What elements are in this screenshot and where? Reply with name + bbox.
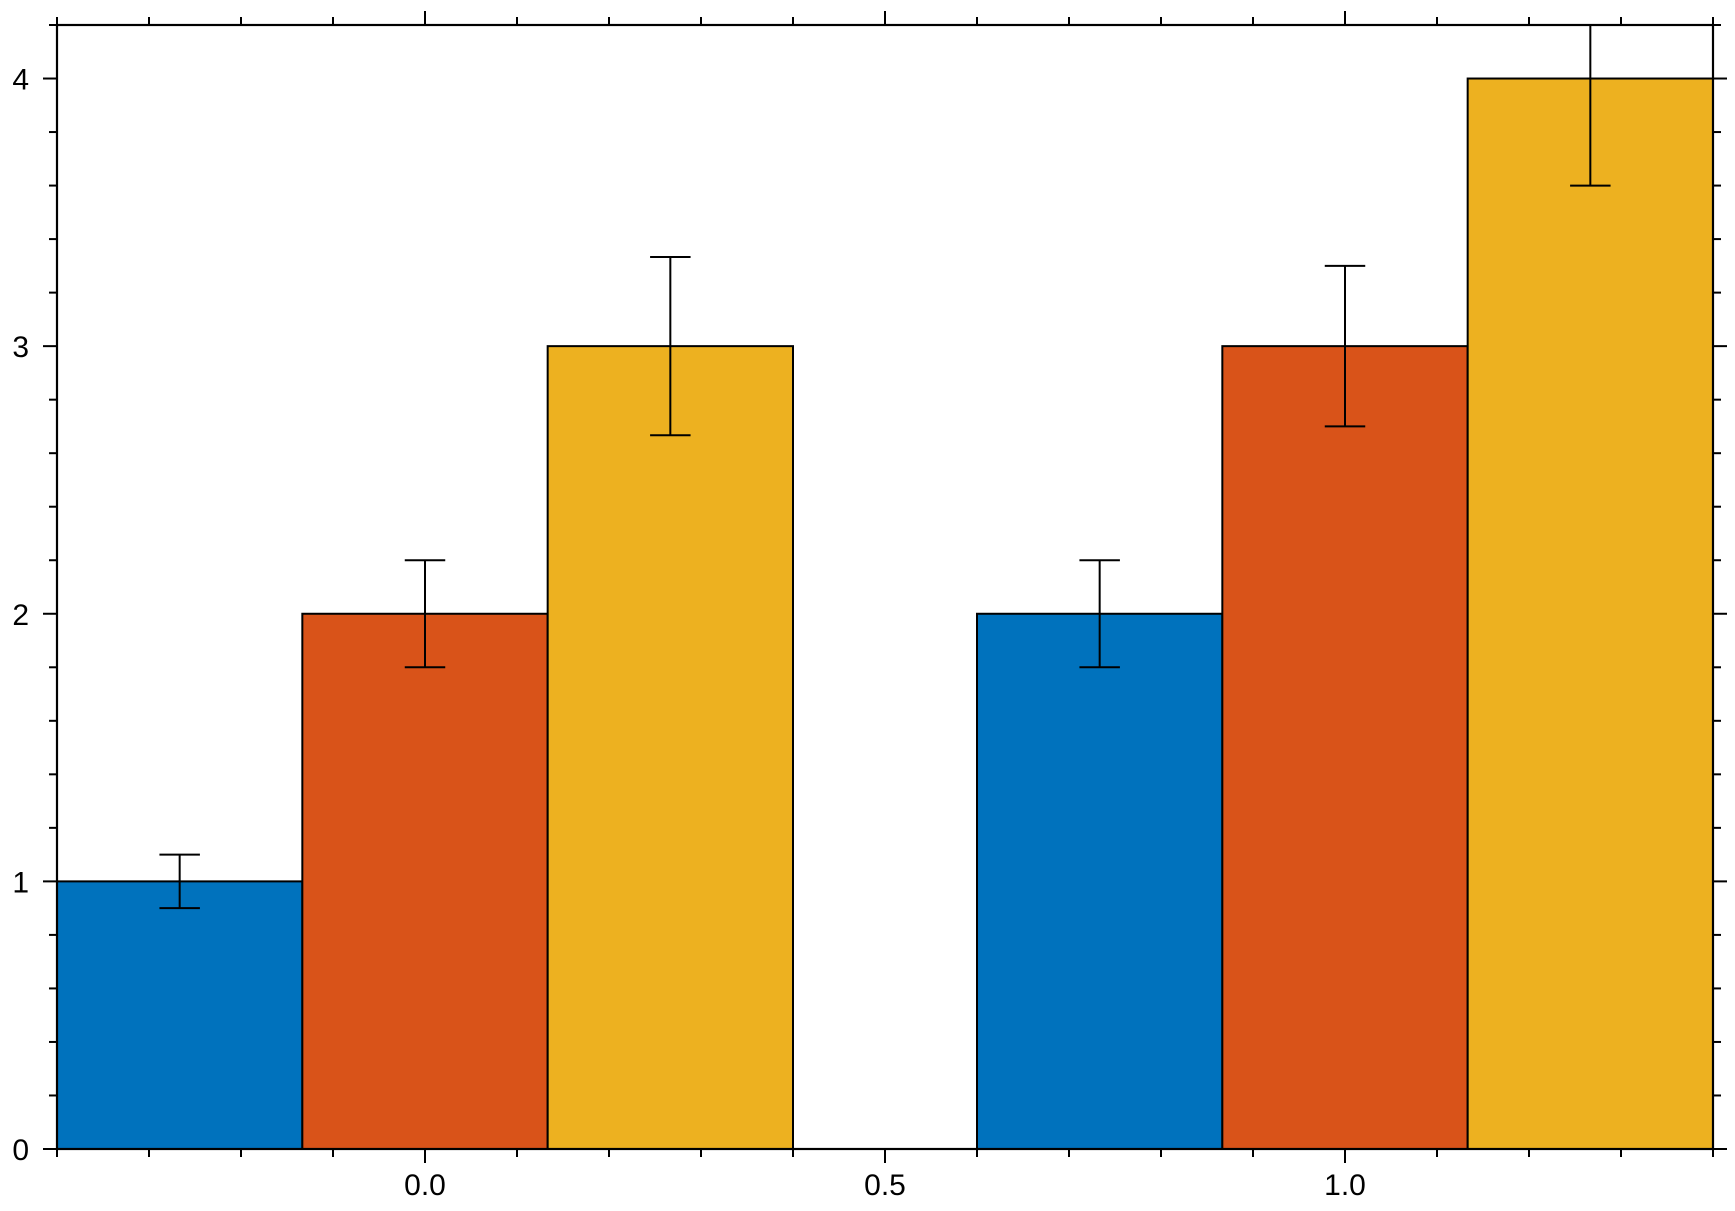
error-bar-s3-c1 [1570, 25, 1611, 187]
error-bar-s1-c1 [1079, 559, 1120, 669]
y-tick-label: 1 [12, 866, 29, 899]
x-tick-label: 0.0 [404, 1169, 446, 1202]
error-bar-s2-c1 [1324, 264, 1366, 428]
ticks-group [43, 11, 1727, 1163]
y-tick-label: 3 [12, 331, 29, 364]
y-tick-label: 4 [12, 64, 29, 97]
bar-s1-c0 [56, 880, 304, 1151]
error-bar-s1-c0 [159, 853, 200, 910]
y-tick-label: 2 [12, 599, 29, 632]
bar-s3-c0 [546, 345, 795, 1150]
error-bars-group [159, 25, 1611, 910]
bar-s2-c1 [1221, 345, 1469, 1150]
plot-frame [55, 23, 1715, 1151]
y-tick-label: 0 [12, 1134, 29, 1167]
x-tick-label: 1.0 [1324, 1169, 1366, 1202]
error-bar-s3-c0 [650, 256, 691, 437]
x-tick-label: 0.5 [864, 1169, 906, 1202]
tick-labels-group: 0.0 0.5 1.0 0 1 2 3 4 [12, 64, 1366, 1202]
bar-s2-c0 [301, 612, 549, 1150]
bar-s3-c1 [1466, 77, 1714, 1151]
bars-group [56, 77, 1714, 1151]
bar-s1-c1 [976, 612, 1224, 1150]
error-bar-s2-c0 [404, 559, 446, 669]
